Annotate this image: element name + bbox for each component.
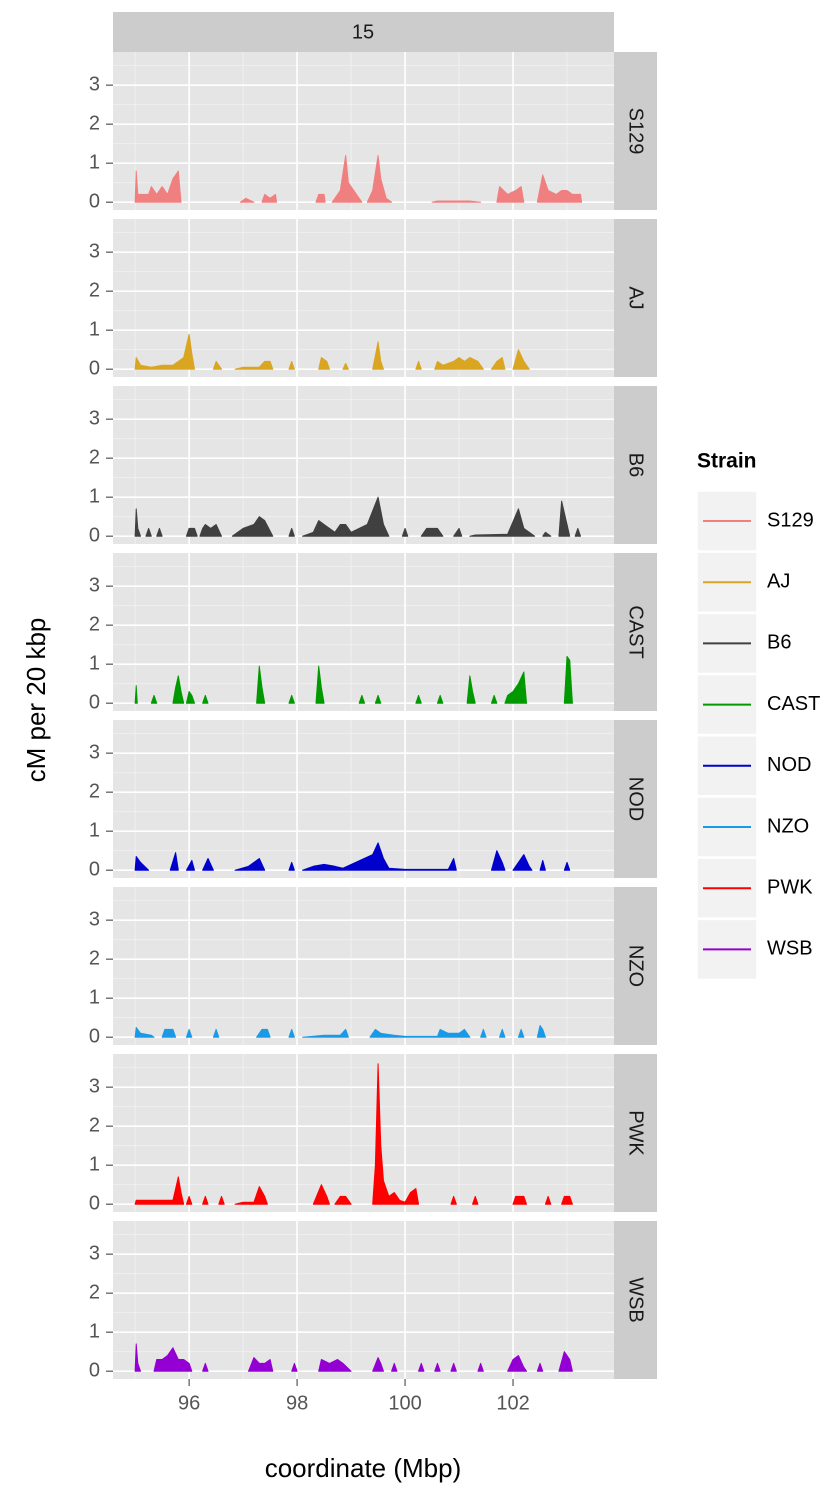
y-tick-label: 0 [89,524,100,546]
y-tick-label: 2 [89,112,100,134]
y-tick-label: 2 [89,947,100,969]
y-tick-label: 0 [89,1025,100,1047]
panel-background [113,52,614,210]
panel-background [113,720,614,878]
strain-area [134,655,573,704]
x-axis-label: coordinate (Mbp) [265,1453,462,1483]
panel-background [113,887,614,1045]
y-tick-label: 0 [89,190,100,212]
facet-label: AJ [625,286,647,309]
strain-area [134,1024,546,1038]
x-tick-label: 96 [178,1392,200,1414]
facet-strip [614,1221,657,1379]
y-tick-label: 1 [89,485,100,507]
y-tick-label: 1 [89,1153,100,1175]
facet-label: 15 [352,21,374,43]
panel-background [113,553,614,711]
y-tick-label: 0 [89,1192,100,1214]
y-tick-label: 0 [89,1359,100,1381]
strain-area [134,496,582,537]
strain-area [134,842,571,871]
legend-label: CAST [767,693,820,715]
facet-strip [614,52,657,210]
panel-background [113,386,614,544]
legend-label: WSB [767,938,813,960]
y-tick-label: 3 [89,1242,100,1264]
y-tick-label: 1 [89,1320,100,1342]
facet-strip [113,12,614,52]
legend-label: B6 [767,632,791,654]
facet-label: S129 [625,108,647,155]
facet-label: WSB [625,1277,647,1323]
legend-label: PWK [767,876,813,898]
legend-label: S129 [767,509,814,531]
y-tick-label: 3 [89,240,100,262]
y-tick-label: 1 [89,151,100,173]
y-tick-label: 3 [89,73,100,95]
facet-label: CAST [625,605,647,658]
panel-background [113,219,614,377]
strain-area [134,333,530,370]
y-axis-label: cM per 20 kbp [21,618,51,783]
strain-area [134,154,583,203]
facet-strip [614,887,657,1045]
strain-area [134,1343,573,1372]
y-tick-label: 1 [89,318,100,340]
legend-label: NOD [767,754,811,776]
panel-background [113,1054,614,1212]
facet-strip [614,386,657,544]
facet-strip [614,219,657,377]
y-tick-label: 2 [89,613,100,635]
facet-strip [614,1054,657,1212]
y-tick-label: 2 [89,446,100,468]
facet-label: NZO [625,945,647,987]
y-tick-label: 0 [89,858,100,880]
x-tick-label: 98 [286,1392,308,1414]
y-tick-label: 2 [89,1281,100,1303]
facet-label: PWK [625,1110,647,1156]
x-tick-label: 102 [496,1392,529,1414]
y-tick-label: 1 [89,986,100,1008]
facet-label: B6 [625,453,647,477]
legend-title: Strain [697,450,757,473]
y-tick-label: 3 [89,1075,100,1097]
y-tick-label: 2 [89,279,100,301]
strain-area [134,1063,573,1205]
y-tick-label: 3 [89,574,100,596]
y-tick-label: 2 [89,1114,100,1136]
y-tick-label: 0 [89,357,100,379]
facet-strip [614,720,657,878]
panel-background [113,1221,614,1379]
facet-label: NOD [625,777,647,821]
legend-label: NZO [767,815,809,837]
y-tick-label: 3 [89,741,100,763]
y-tick-label: 0 [89,691,100,713]
facet-strip [614,553,657,711]
y-tick-label: 1 [89,819,100,841]
y-tick-label: 2 [89,780,100,802]
x-tick-label: 100 [388,1392,421,1414]
y-tick-label: 1 [89,652,100,674]
y-tick-label: 3 [89,407,100,429]
legend-label: AJ [767,570,790,592]
y-tick-label: 3 [89,908,100,930]
